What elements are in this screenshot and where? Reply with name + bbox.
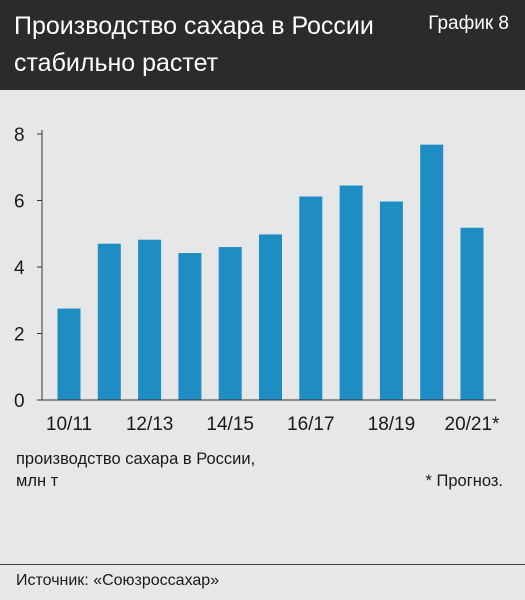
- bar-19-20: [420, 144, 444, 400]
- bar-16-17: [299, 196, 323, 400]
- source-note: Источник: «Союзроссахар»: [16, 572, 220, 589]
- bar-17-18: [339, 185, 363, 400]
- bar-10-11: [57, 308, 81, 400]
- bar-20-21-: [460, 227, 484, 400]
- bar-11-12: [97, 243, 121, 400]
- x-tick-label: 18/19: [368, 414, 416, 435]
- bar-15-16: [259, 234, 282, 400]
- chart-header: Производство сахара в России стабильно р…: [0, 0, 525, 90]
- y-tick-label: 6: [14, 192, 25, 213]
- unit-note: производство сахара в России, млн т: [16, 448, 255, 492]
- unit-note-line2: млн т: [16, 472, 59, 490]
- forecast-note: * Прогноз.: [425, 472, 504, 490]
- bars-group: [57, 144, 484, 400]
- chart-title: Производство сахара в России стабильно р…: [14, 12, 374, 77]
- y-axis: 0 2 4 6 8: [14, 125, 43, 412]
- x-tick-label: 16/17: [287, 414, 335, 435]
- bar-12-13: [138, 239, 162, 400]
- y-tick-label: 8: [14, 125, 25, 146]
- x-axis: 10/11 12/13 14/15 16/17 18/19 20/21*: [42, 399, 501, 435]
- bar-14-15: [218, 247, 242, 400]
- x-tick-label: 12/13: [126, 414, 174, 435]
- y-tick-label: 2: [14, 325, 25, 346]
- chart-number-badge: График 8: [428, 13, 509, 34]
- x-tick-label: 14/15: [206, 414, 254, 435]
- bar-13-14: [178, 253, 202, 400]
- bar-18-19: [379, 201, 403, 400]
- x-tick-label: 10/11: [46, 414, 92, 435]
- y-tick-label: 0: [14, 391, 25, 412]
- bar-chart: 0 2 4 6 8 10/11 12/13 14/15 16/17 18/19 20/21*: [14, 125, 501, 435]
- x-tick-label: 20/21*: [445, 414, 501, 435]
- unit-note-line1: производство сахара в России,: [16, 450, 256, 468]
- footer-divider: [0, 564, 525, 565]
- y-tick-label: 4: [14, 258, 25, 279]
